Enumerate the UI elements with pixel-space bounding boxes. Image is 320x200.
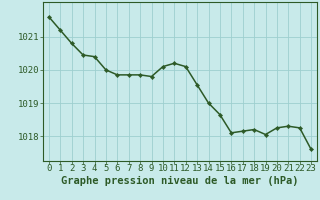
X-axis label: Graphe pression niveau de la mer (hPa): Graphe pression niveau de la mer (hPa) [61,176,299,186]
